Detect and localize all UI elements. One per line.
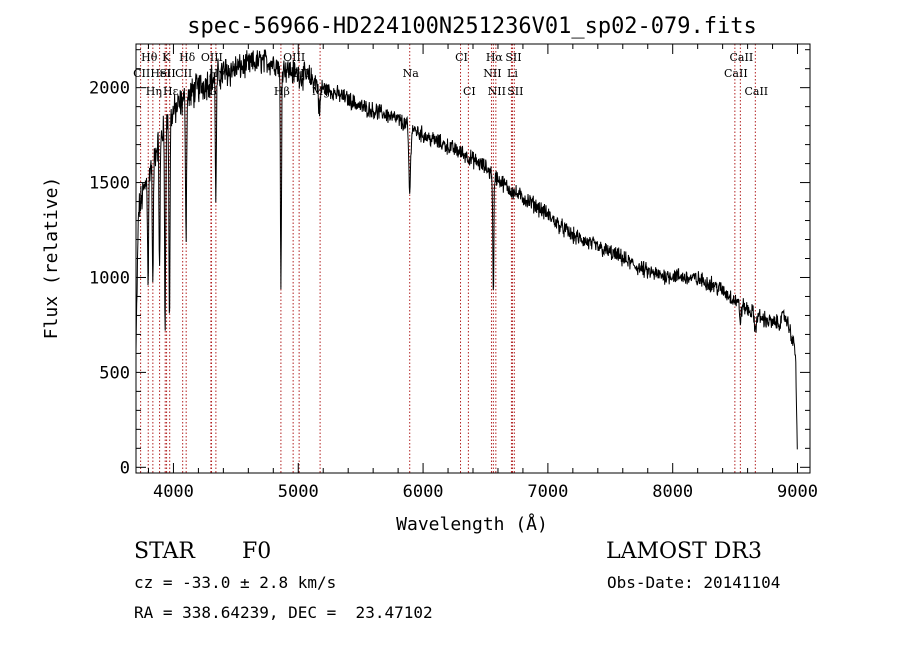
spectrum-line — [135, 49, 798, 450]
line-marker-label: Mg — [312, 85, 330, 98]
line-marker-label: OII — [291, 67, 309, 80]
line-marker-label: K — [162, 51, 171, 64]
line-marker-label: CaII — [744, 85, 768, 98]
line-marker-label: Na — [403, 67, 420, 80]
line-marker-label: CaII — [730, 51, 754, 64]
axes-layer: 4000 5000 6000 7000 8000 9000 0 500 1000 1500 2000 — [89, 43, 818, 502]
line-marker-label: Hδ — [179, 51, 196, 64]
line-marker-label: OIII — [283, 51, 305, 64]
x-tick-label: 7000 — [527, 482, 568, 502]
plot-frame — [135, 43, 811, 474]
x-tick-label: 5000 — [278, 482, 319, 502]
x-tick-label: 8000 — [652, 482, 693, 502]
sky-coordinates: RA = 338.64239, DEC = 23.47102 — [134, 603, 433, 622]
spectrum-layer — [135, 49, 798, 450]
line-marker-label: CaII — [724, 67, 748, 80]
line-marker-label: Li — [507, 67, 518, 80]
line-marker-label: CII — [133, 67, 150, 80]
y-tick-label: 500 — [99, 363, 130, 383]
line-marker-label: Hε — [163, 85, 179, 98]
line-marker-label: SII — [505, 51, 521, 64]
line-marker-label: Hβ — [274, 85, 290, 98]
y-tick-label: 1000 — [89, 268, 130, 288]
radial-velocity: cz = -33.0 ± 2.8 km/s — [134, 573, 337, 592]
line-marker-layer — [140, 44, 756, 473]
object-subclass: F0 — [242, 539, 272, 564]
line-marker-label: OIII — [201, 51, 223, 64]
x-tick-label: 4000 — [153, 482, 194, 502]
line-marker-label: NII — [483, 67, 501, 80]
x-tick-label: 6000 — [403, 482, 444, 502]
line-marker-label: Hα — [486, 51, 504, 64]
object-class: STAR — [134, 539, 195, 564]
x-tick-label: 9000 — [777, 482, 818, 502]
survey-name: LAMOST DR3 — [606, 539, 762, 564]
line-marker-label: G — [208, 85, 217, 98]
line-marker-label: Hθ — [141, 51, 158, 64]
x-axis-label: Wavelength (Å) — [396, 513, 548, 535]
line-marker-label: Hγ — [209, 67, 226, 80]
line-marker-label: NII — [488, 85, 506, 98]
y-tick-label: 2000 — [89, 79, 130, 99]
line-marker-label: CI — [455, 51, 468, 64]
line-marker-label: SII — [159, 67, 175, 80]
line-marker-label: Hη — [146, 85, 162, 98]
y-tick-label: 1500 — [89, 174, 130, 194]
line-marker-label: SII — [507, 85, 523, 98]
line-marker-label: CI — [463, 85, 476, 98]
line-marker-label: CII — [175, 67, 192, 80]
y-axis-label: Flux (relative) — [41, 177, 62, 340]
line-marker-label: HeI — [150, 67, 170, 80]
y-tick-label: 0 — [120, 458, 130, 478]
chart-title: spec-56966-HD224100N251236V01_sp02-079.f… — [187, 14, 757, 39]
observation-date: Obs-Date: 20141104 — [607, 573, 781, 592]
